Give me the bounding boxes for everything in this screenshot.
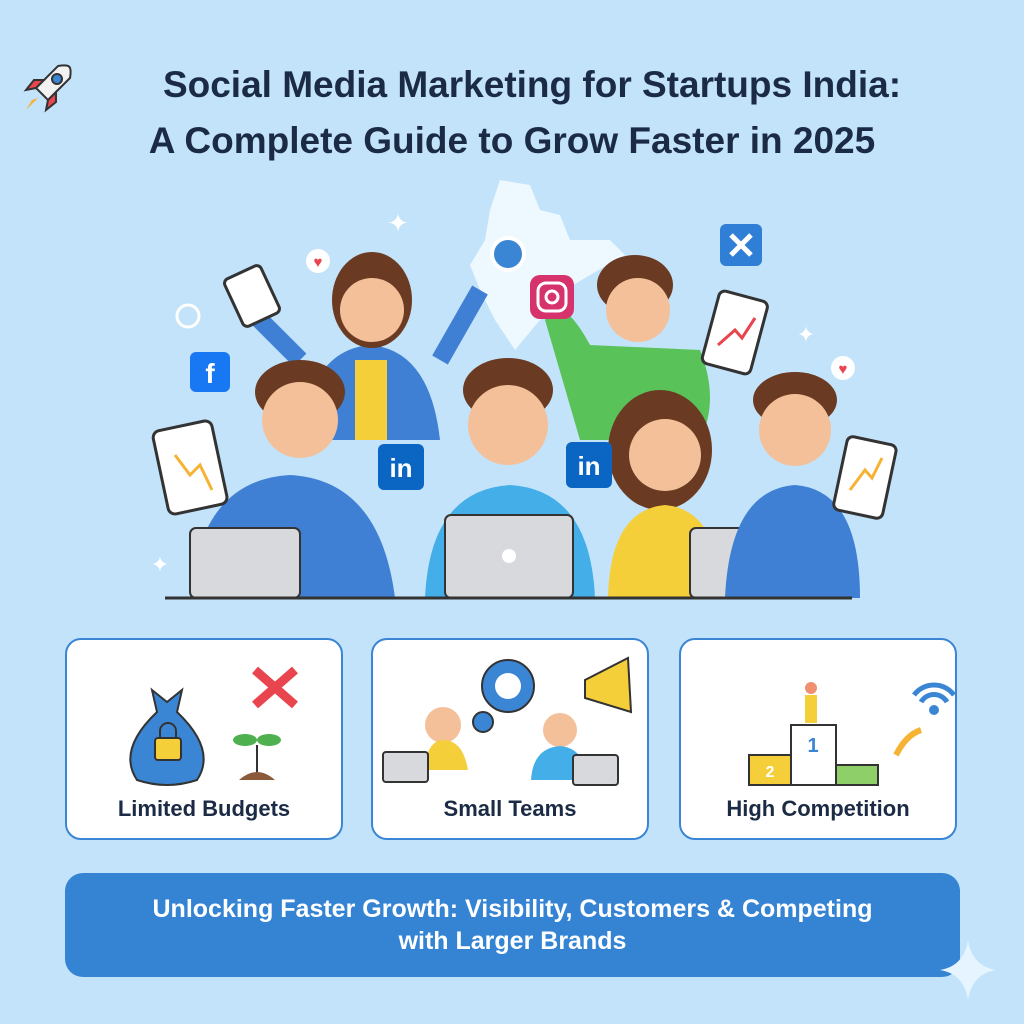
svg-text:in: in — [577, 451, 600, 481]
person-man-center — [425, 358, 595, 599]
money-bag-lock-icon — [129, 666, 298, 786]
svg-text:♥: ♥ — [314, 254, 323, 271]
card-label: Limited Budgets — [117, 796, 291, 821]
page-title-line-1: Social Media Marketing for Startups Indi… — [162, 64, 902, 105]
svg-text:2: 2 — [766, 764, 775, 781]
svg-text:f: f — [205, 358, 215, 389]
location-pin-icon — [490, 236, 526, 272]
phone-icon — [223, 264, 281, 328]
facebook-icon: f — [190, 352, 230, 392]
hero-illustration: f in in ♥ ♥ ✦ ✦ ✦ — [151, 180, 898, 600]
card-small-teams: Small Teams — [371, 638, 649, 840]
svg-text:1: 1 — [807, 735, 818, 757]
svg-text:♥: ♥ — [839, 361, 848, 378]
card-limited-budgets: Limited Budgets — [65, 638, 343, 840]
instagram-icon — [530, 275, 574, 319]
x-icon — [720, 224, 762, 266]
person-woman-back — [223, 252, 488, 440]
banner-text: Unlocking Faster Growth: Visibility, Cus… — [152, 894, 873, 956]
linkedin-icon: in — [378, 444, 424, 490]
svg-text:✦: ✦ — [387, 208, 409, 238]
heart-icon: ♥ — [831, 356, 855, 380]
page-title-line-2: A Complete Guide to Grow Faster in 2025 — [148, 120, 876, 161]
india-map — [470, 180, 625, 350]
tablet-chart-icon — [151, 419, 229, 516]
rocket-icon — [23, 64, 72, 113]
laptop-icon — [189, 527, 301, 599]
linkedin-icon: in — [566, 442, 612, 488]
phone-chart-icon — [700, 289, 769, 376]
podium-icon: 2 1 — [748, 682, 956, 786]
person-man-left — [151, 360, 395, 599]
person-man-right — [725, 372, 898, 598]
card-label: High Competition — [726, 796, 910, 821]
heart-icon: ♥ — [306, 249, 330, 273]
svg-text:✦: ✦ — [797, 322, 815, 347]
phone-chart-icon — [832, 435, 898, 520]
growth-banner: Unlocking Faster Growth: Visibility, Cus… — [65, 873, 960, 977]
team-gear-megaphone-icon — [382, 656, 633, 786]
svg-text:in: in — [389, 453, 412, 483]
svg-text:✦: ✦ — [151, 552, 169, 577]
card-label: Small Teams — [443, 796, 577, 821]
sparkle-icon — [940, 940, 996, 1000]
card-high-competition: 2 1 High Competition — [679, 638, 957, 840]
